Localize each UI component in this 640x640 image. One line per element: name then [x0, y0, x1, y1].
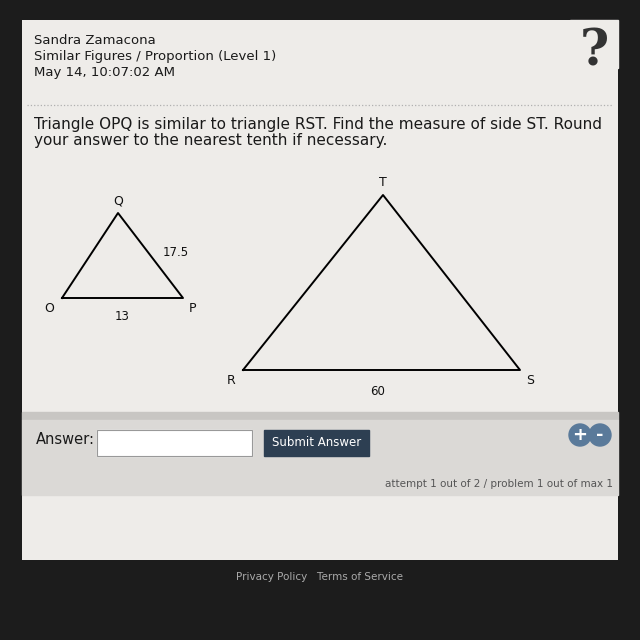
Text: ?: ?	[579, 28, 609, 77]
Text: 60: 60	[371, 385, 385, 398]
Text: Triangle OPQ is similar to triangle RST. Find the measure of side ST. Round: Triangle OPQ is similar to triangle RST.…	[34, 117, 602, 132]
Circle shape	[569, 424, 591, 446]
Text: Answer:: Answer:	[36, 433, 95, 447]
Text: May 14, 10:07:02 AM: May 14, 10:07:02 AM	[34, 66, 175, 79]
Text: Submit Answer: Submit Answer	[272, 436, 361, 449]
Text: S: S	[526, 374, 534, 387]
Circle shape	[589, 424, 611, 446]
Text: attempt 1 out of 2 / problem 1 out of max 1: attempt 1 out of 2 / problem 1 out of ma…	[385, 479, 613, 489]
Bar	[22, 412, 618, 420]
Text: 13: 13	[115, 310, 129, 323]
Bar	[22, 420, 618, 495]
Text: -: -	[596, 426, 604, 444]
Text: Similar Figures / Proportion (Level 1): Similar Figures / Proportion (Level 1)	[34, 50, 276, 63]
Bar	[22, 20, 618, 560]
Text: O: O	[44, 302, 54, 315]
Text: Privacy Policy   Terms of Service: Privacy Policy Terms of Service	[237, 572, 403, 582]
Text: your answer to the nearest tenth if necessary.: your answer to the nearest tenth if nece…	[34, 133, 387, 148]
Text: R: R	[227, 374, 235, 387]
Text: Sandra Zamacona: Sandra Zamacona	[34, 34, 156, 47]
Text: T: T	[379, 176, 387, 189]
Text: Q: Q	[113, 194, 123, 207]
Text: 17.5: 17.5	[163, 246, 189, 259]
Bar	[264, 430, 369, 456]
Text: +: +	[573, 426, 588, 444]
Bar	[97, 430, 252, 456]
Bar	[97, 430, 252, 456]
Text: P: P	[189, 302, 196, 315]
Bar	[570, 20, 618, 68]
